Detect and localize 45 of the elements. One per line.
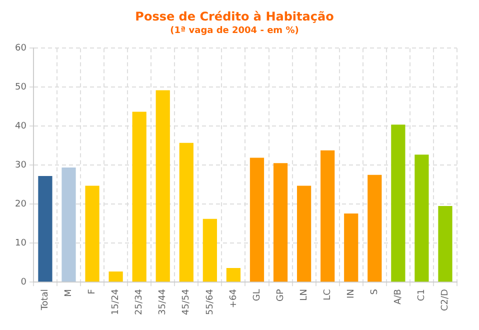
x-tick-label: GL bbox=[252, 289, 262, 302]
x-tick-label: 45/54 bbox=[182, 288, 192, 315]
bar bbox=[250, 158, 264, 282]
bar bbox=[108, 272, 123, 282]
bar bbox=[320, 150, 335, 282]
bar bbox=[132, 112, 146, 282]
x-tick-label: 15/24 bbox=[111, 288, 122, 315]
bar bbox=[344, 213, 358, 282]
y-tick-label: 10 bbox=[15, 238, 27, 248]
bar bbox=[368, 174, 382, 282]
y-tick-label: 0 bbox=[20, 277, 27, 288]
x-tick-label: S bbox=[370, 288, 380, 295]
y-tick-label: 30 bbox=[15, 160, 27, 170]
x-tick-label: +64 bbox=[228, 288, 239, 308]
bar bbox=[85, 186, 100, 282]
x-tick-label: 25/34 bbox=[134, 288, 145, 315]
y-tick-label: 40 bbox=[15, 122, 27, 132]
chart-title: Posse de Crédito à Habitação bbox=[135, 9, 334, 24]
bar bbox=[438, 206, 452, 282]
y-tick-label: 60 bbox=[15, 44, 27, 54]
x-tick-label: A/B bbox=[394, 289, 404, 304]
bar bbox=[414, 154, 429, 282]
chart-subtitle: (1ª vaga de 2004 - em %) bbox=[170, 26, 299, 36]
bar bbox=[391, 124, 406, 282]
x-tick-label: 55/64 bbox=[205, 288, 216, 315]
x-tick-label: IN bbox=[346, 289, 356, 298]
bar bbox=[296, 186, 312, 282]
bar bbox=[38, 176, 52, 282]
bar bbox=[156, 90, 170, 282]
y-tick-label: 50 bbox=[15, 82, 27, 93]
x-tick-label: C1 bbox=[417, 289, 428, 302]
x-tick-label: M bbox=[64, 289, 74, 297]
bar bbox=[62, 167, 76, 282]
x-tick-label: GP bbox=[276, 288, 286, 302]
x-tick-label: F bbox=[88, 289, 98, 294]
bar bbox=[226, 268, 241, 282]
y-tick-label: 20 bbox=[15, 199, 27, 210]
x-tick-label: C2/D bbox=[440, 289, 451, 312]
bar bbox=[179, 142, 194, 282]
x-tick-label: LC bbox=[322, 289, 333, 300]
x-tick-label: LN bbox=[299, 289, 310, 301]
bar bbox=[273, 163, 288, 282]
x-tick-label: Total bbox=[40, 289, 51, 312]
bar bbox=[202, 218, 217, 282]
x-tick-label: 35/44 bbox=[158, 288, 168, 315]
